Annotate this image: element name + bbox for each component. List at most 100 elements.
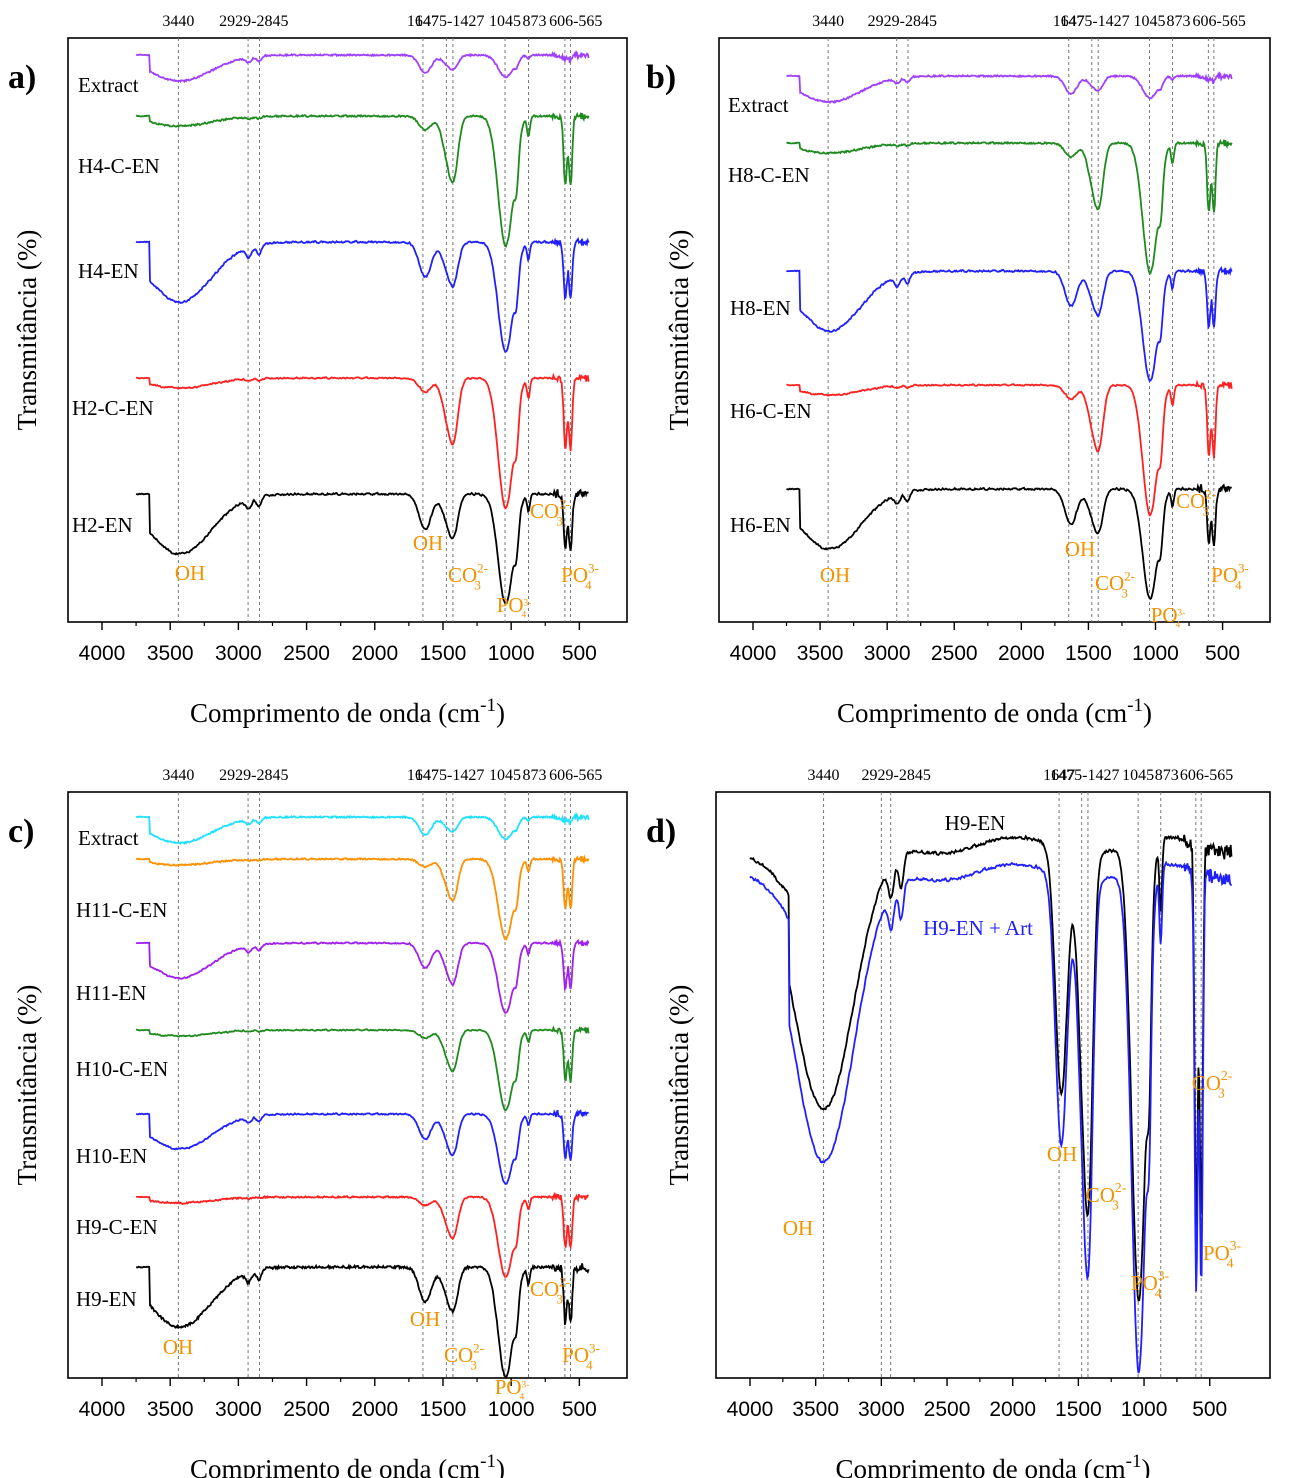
reference-label: 606-565 <box>1193 13 1246 30</box>
panel-d: 4000 3500 3000 2500 2000 1500 1000 500 3440 2929-… <box>646 767 1271 1478</box>
panel-b: 4000 3500 3000 2500 2000 1500 1000 500 3440 2929-… <box>646 13 1271 728</box>
reference-label: 1475-1427 <box>1060 13 1129 30</box>
x-axis-title: Comprimento de onda (cm-1) <box>837 695 1152 728</box>
series-label: Extract <box>78 826 139 850</box>
y-axis-title: Transmitância (%) <box>664 985 694 1186</box>
phosphate-annotation: PO3-4 <box>1131 1268 1170 1301</box>
reference-label: 873 <box>522 13 546 30</box>
x-tick-label: 2500 <box>283 642 330 665</box>
oh-annotation: OH <box>820 563 850 587</box>
panel-c: 4000 3500 3000 2500 2000 1500 1000 500 3440 2929-… <box>8 767 628 1478</box>
x-tick-label: 2000 <box>351 1398 398 1421</box>
oh-annotation: OH <box>175 561 205 585</box>
reference-label: 1475-1427 <box>415 13 484 30</box>
series-label: H11-C-EN <box>76 898 167 922</box>
x-axis-title: Comprimento de onda (cm-1) <box>190 695 505 728</box>
x-axis-title: Comprimento de onda (cm-1) <box>835 1451 1150 1478</box>
series-line <box>135 938 590 1014</box>
plot-frame <box>718 37 1271 623</box>
reference-label: 873 <box>1155 767 1179 784</box>
x-tick-label: 2500 <box>931 642 978 665</box>
series-line <box>136 1191 589 1278</box>
x-tick-label: 3000 <box>215 1398 262 1421</box>
reference-label: 1647 <box>407 767 439 784</box>
reference-label: 3440 <box>162 13 194 30</box>
x-tick-label: 2500 <box>924 1398 971 1421</box>
panel-letter: d) <box>646 813 676 850</box>
x-tick-label: 4000 <box>727 1398 774 1421</box>
phosphate-annotation: PO3-4 <box>562 1341 600 1373</box>
series-line <box>749 860 1233 1374</box>
series-label: H4-C-EN <box>78 154 160 178</box>
plot-frame <box>715 791 1271 1379</box>
x-tick-label: 2000 <box>351 642 398 665</box>
reference-label: 1647 <box>1053 13 1085 30</box>
reference-label: 873 <box>522 767 546 784</box>
carbonate-annotation: CO2-3 <box>1086 1180 1127 1213</box>
panel-a: 4000 3500 3000 2500 2000 1500 1000 500 3440 2929-… <box>8 13 628 728</box>
reference-label: 1045 <box>489 13 521 30</box>
x-tick-label: 1500 <box>420 1398 467 1421</box>
carbonate-annotation: CO2-3 <box>1095 569 1135 601</box>
x-tick-label: 4000 <box>79 1398 126 1421</box>
carbonate-annotation: CO2-3 <box>530 497 570 529</box>
phosphate-annotation: PO3-4 <box>1151 603 1186 630</box>
x-tick-label: 2000 <box>989 1398 1036 1421</box>
x-tick-label: 1000 <box>488 642 535 665</box>
reference-label: 2929-2845 <box>862 767 931 784</box>
reference-label: 1045 <box>489 767 521 784</box>
x-tick-label: 4000 <box>79 642 126 665</box>
x-tick-label: 500 <box>562 1398 597 1421</box>
panel-letter: a) <box>8 59 36 96</box>
reference-label: 606-565 <box>1180 767 1233 784</box>
x-tick-label: 4000 <box>730 642 777 665</box>
plot-frame <box>67 37 628 623</box>
series-line <box>786 265 1233 382</box>
oh-annotation: OH <box>163 1335 193 1359</box>
carbonate-annotation: CO2-3 <box>444 1341 484 1373</box>
series-line <box>135 236 590 353</box>
x-tick-label: 2500 <box>283 1398 330 1421</box>
series-line <box>135 372 590 510</box>
series-label: H2-C-EN <box>72 396 154 420</box>
y-axis-title: Transmitância (%) <box>664 230 694 431</box>
phosphate-annotation: PO3-4 <box>1203 1238 1242 1271</box>
reference-label: 3440 <box>808 767 840 784</box>
series-label: H9-EN + Art <box>923 916 1033 940</box>
x-axis-title: Comprimento de onda (cm-1) <box>190 1451 505 1478</box>
series-line <box>135 854 590 941</box>
series-line <box>135 812 590 846</box>
reference-label: 1475-1427 <box>415 767 484 784</box>
y-axis-title: Transmitância (%) <box>12 230 42 431</box>
carbonate-annotation: CO2-3 <box>1176 487 1216 519</box>
series-line <box>135 1109 589 1185</box>
x-tick-label: 500 <box>1205 642 1240 665</box>
reference-label: 3440 <box>162 767 194 784</box>
x-tick-label: 500 <box>1192 1398 1227 1421</box>
series-label: Extract <box>78 73 139 97</box>
panel-letter: b) <box>646 59 676 96</box>
reference-label: 2929-2845 <box>219 767 288 784</box>
series-label: H9-C-EN <box>76 1215 158 1239</box>
series-line <box>135 50 590 84</box>
series-label: H10-C-EN <box>76 1057 168 1081</box>
x-tick-label: 1500 <box>420 642 467 665</box>
x-tick-label: 3000 <box>864 642 911 665</box>
series-label: H8-C-EN <box>728 163 810 187</box>
x-tick-label: 3000 <box>858 1398 905 1421</box>
reference-label: 606-565 <box>549 13 602 30</box>
phosphate-annotation: PO3-4 <box>497 593 532 620</box>
series-line <box>135 1263 590 1380</box>
reference-label: 1045 <box>1133 13 1165 30</box>
x-tick-label: 2000 <box>998 642 1045 665</box>
reference-label: 1647 <box>1043 767 1075 784</box>
plot-frame <box>67 791 628 1379</box>
phosphate-annotation: PO3-4 <box>495 1375 530 1402</box>
x-tick-label: 3500 <box>797 642 844 665</box>
series-line <box>786 138 1233 275</box>
series-label: H9-EN <box>76 1287 137 1311</box>
reference-label: 3440 <box>812 13 844 30</box>
series-line <box>786 71 1233 105</box>
carbonate-annotation: CO2-3 <box>448 561 488 593</box>
series-label: H10-EN <box>76 1144 147 1168</box>
